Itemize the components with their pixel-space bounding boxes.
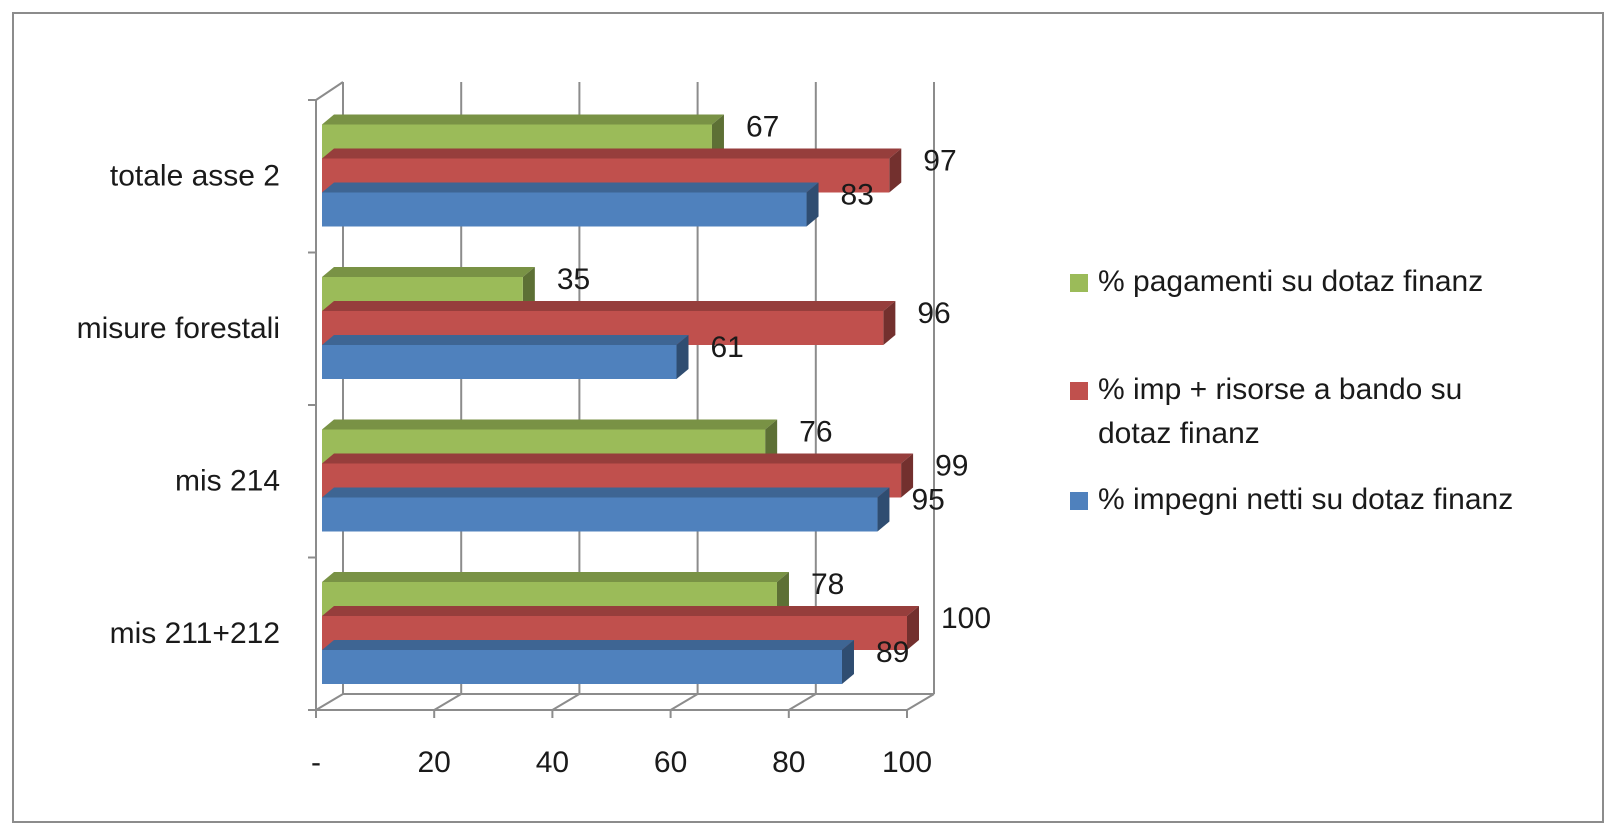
data-label: 96 — [917, 297, 950, 330]
y-category-label: misure forestali — [77, 312, 280, 345]
legend-item-impegni: % impegni netti su dotaz finanz — [1070, 478, 1590, 522]
bar-top — [322, 606, 919, 616]
bar-side — [877, 487, 890, 532]
bar-side — [522, 267, 535, 311]
bar — [322, 345, 677, 379]
legend-label-pagamenti: % pagamenti su dotaz finanz — [1098, 265, 1484, 298]
floor-gridline — [670, 693, 699, 711]
legend-item-imp-risorse: % imp + risorse a bando su dotaz finanz — [1070, 368, 1510, 456]
bar-top — [322, 572, 789, 582]
y-category-label: mis 214 — [175, 465, 280, 498]
bar-side — [765, 419, 778, 464]
data-label: 78 — [811, 568, 844, 601]
bar-top — [322, 301, 896, 311]
floor-gridline — [906, 693, 935, 711]
bar-side — [711, 114, 724, 159]
bar-top — [322, 335, 689, 345]
floor-gridline — [315, 693, 344, 711]
data-label: 61 — [711, 331, 744, 364]
bar-top — [322, 182, 819, 193]
bar-top — [322, 267, 535, 277]
x-tick-label: 20 — [418, 746, 451, 779]
data-label: 99 — [935, 450, 968, 483]
bar — [322, 650, 842, 684]
bar-top — [322, 114, 724, 125]
data-label: 89 — [876, 636, 909, 669]
data-label: 67 — [746, 111, 779, 144]
y-category-label: mis 211+212 — [110, 617, 280, 650]
data-label: 95 — [911, 484, 944, 517]
floor-gridline — [433, 693, 462, 711]
bar-top — [322, 640, 854, 650]
legend-swatch-imp-risorse — [1070, 382, 1088, 400]
x-tick-label: - — [311, 746, 321, 779]
legend-swatch-pagamenti — [1070, 274, 1088, 292]
data-label: 97 — [923, 145, 956, 178]
bar-side — [841, 640, 854, 684]
x-tick-label: 40 — [536, 746, 569, 779]
bar-side — [676, 335, 689, 379]
chart-frame: - 20 40 60 80 100 mis 211+212 78 100 89 mis 214 76 9… — [12, 12, 1604, 823]
bar-side — [883, 301, 896, 345]
legend-label-imp-risorse: % imp + risorse a bando su dotaz finanz — [1098, 373, 1463, 450]
floor-gridline — [551, 693, 580, 711]
legend-swatch-impegni — [1070, 492, 1088, 510]
x-tick-label: 100 — [882, 746, 932, 779]
bar-top — [322, 148, 902, 159]
floor-gridline — [788, 693, 817, 711]
bar-chart: - 20 40 60 80 100 mis 211+212 78 100 89 mis 214 76 9… — [77, 81, 991, 779]
bar-side — [806, 182, 819, 227]
data-label: 35 — [557, 263, 590, 296]
bar-top — [322, 453, 914, 464]
x-tick-label: 80 — [772, 746, 805, 779]
data-label: 76 — [799, 416, 832, 449]
legend-item-pagamenti: % pagamenti su dotaz finanz — [1070, 260, 1590, 304]
bar — [322, 497, 878, 532]
bar-side — [907, 606, 919, 650]
data-label: 83 — [841, 179, 874, 212]
bar-side — [776, 572, 789, 616]
bar-top — [322, 419, 778, 430]
data-label: 100 — [941, 602, 991, 635]
bar — [322, 192, 807, 227]
y-category-label: totale asse 2 — [110, 160, 280, 193]
bar-top — [322, 487, 890, 498]
bar-side — [889, 148, 902, 193]
bar-side — [901, 453, 914, 498]
left-wall-top — [315, 81, 344, 101]
legend-label-impegni: % impegni netti su dotaz finanz — [1098, 483, 1514, 516]
x-tick-label: 60 — [654, 746, 687, 779]
